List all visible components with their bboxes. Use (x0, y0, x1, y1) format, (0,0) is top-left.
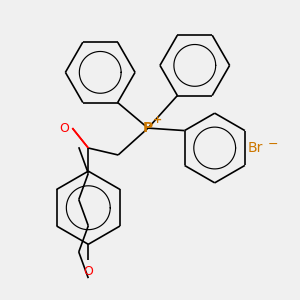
Text: O: O (83, 265, 93, 278)
Text: −: − (268, 137, 278, 151)
Text: P: P (143, 121, 153, 135)
Text: Br: Br (248, 141, 263, 155)
Text: +: + (153, 115, 163, 125)
Text: O: O (59, 122, 69, 135)
